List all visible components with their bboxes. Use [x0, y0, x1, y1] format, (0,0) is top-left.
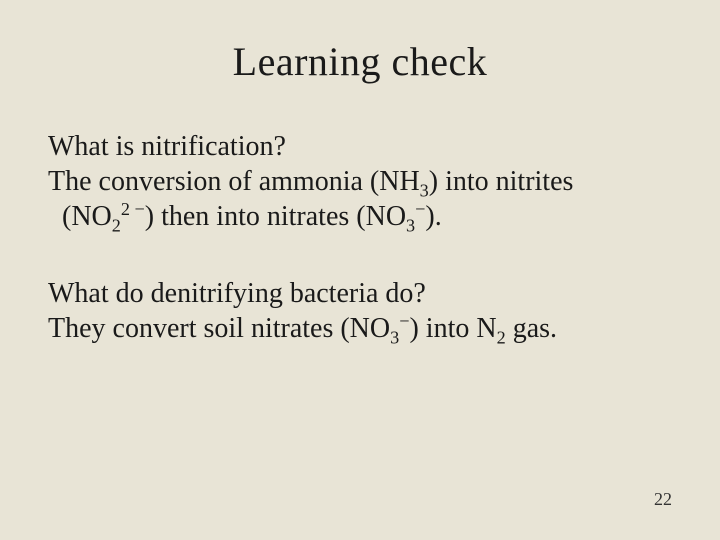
- superscript: 2 −: [121, 199, 145, 219]
- answer-1-text: ).: [425, 201, 441, 232]
- page-number: 22: [654, 489, 672, 510]
- qa-block-2: What do denitrifying bacteria do? They c…: [48, 276, 672, 346]
- slide-container: Learning check What is nitrification? Th…: [0, 0, 720, 540]
- question-2: What do denitrifying bacteria do?: [48, 276, 672, 311]
- answer-1-text: (NO: [62, 201, 112, 232]
- subscript: 2: [497, 328, 506, 348]
- answer-2-text: gas.: [506, 313, 557, 344]
- answer-1-text: ) then into nitrates (NO: [145, 201, 406, 232]
- subscript: 3: [390, 328, 399, 348]
- qa-block-1: What is nitrification? The conversion of…: [48, 129, 672, 234]
- superscript: −: [399, 311, 409, 331]
- slide-title: Learning check: [48, 38, 672, 85]
- subscript: 3: [406, 216, 415, 236]
- subscript: 2: [112, 216, 121, 236]
- answer-2-text: They convert soil nitrates (NO: [48, 313, 390, 344]
- subscript: 3: [420, 181, 429, 201]
- answer-2-line-1: They convert soil nitrates (NO3−) into N…: [48, 311, 672, 346]
- superscript: −: [415, 199, 425, 219]
- answer-1-line-1: The conversion of ammonia (NH3) into nit…: [48, 164, 672, 199]
- question-1: What is nitrification?: [48, 129, 672, 164]
- answer-1-text: The conversion of ammonia (NH: [48, 166, 420, 197]
- answer-2-text: ) into N: [409, 313, 496, 344]
- answer-1-line-2: (NO22 −) then into nitrates (NO3−).: [48, 199, 672, 234]
- answer-1-text: ) into nitrites: [429, 166, 574, 197]
